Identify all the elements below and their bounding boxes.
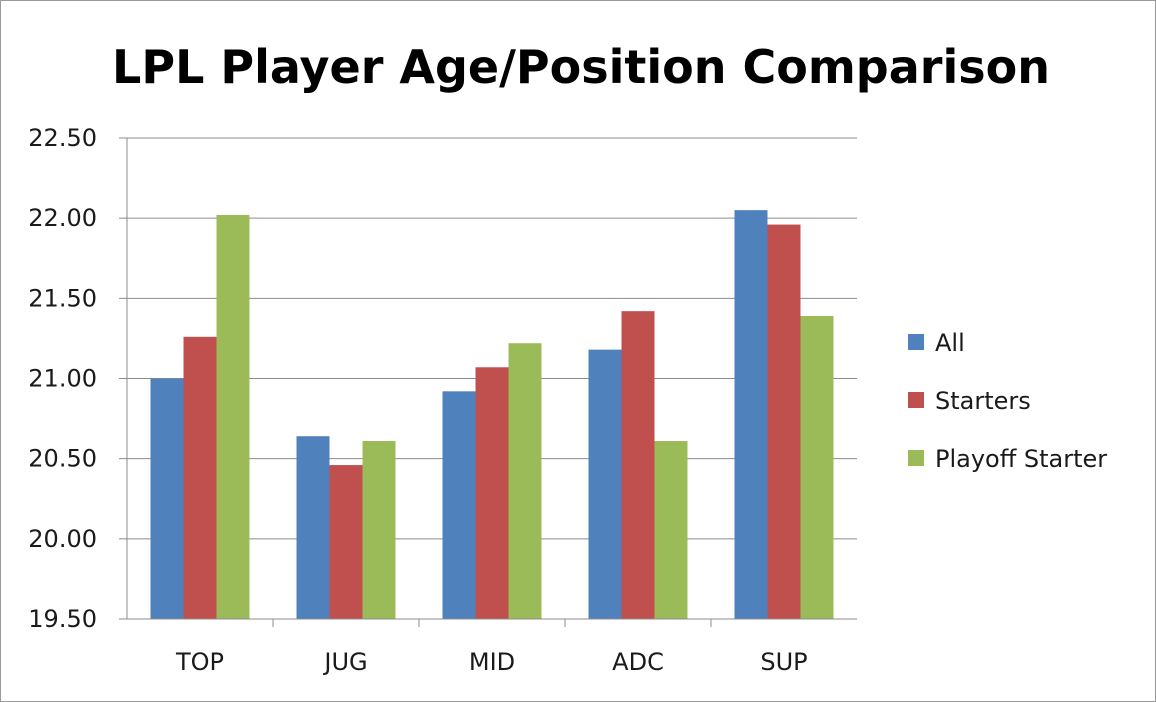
bar <box>767 224 801 619</box>
x-tick-label: ADC <box>612 648 664 676</box>
bar <box>588 349 622 619</box>
legend-label: Playoff Starter <box>935 445 1107 473</box>
y-tick-label: 22.00 <box>28 204 97 232</box>
bar <box>800 315 834 619</box>
bar <box>329 465 363 619</box>
y-tick-label: 21.50 <box>28 284 97 312</box>
bar <box>475 367 509 619</box>
y-tick-label: 20.00 <box>28 525 97 553</box>
x-tick-label: JUG <box>322 648 367 676</box>
bar <box>362 441 396 619</box>
y-tick-label: 20.50 <box>28 445 97 473</box>
bar <box>621 311 655 619</box>
legend-swatch <box>908 450 924 466</box>
x-tick-label: MID <box>469 648 515 676</box>
legend-swatch <box>908 392 924 408</box>
bar <box>654 441 688 619</box>
legend: All Starters Playoff Starter <box>908 329 1107 473</box>
bar <box>150 378 184 619</box>
bar <box>734 210 768 619</box>
y-tick-label: 21.00 <box>28 365 97 393</box>
bars <box>150 210 834 619</box>
bar <box>508 343 542 619</box>
x-tick-label: TOP <box>175 648 224 676</box>
bar <box>296 436 330 619</box>
legend-swatch <box>908 334 924 350</box>
x-tick-label: SUP <box>760 648 807 676</box>
bar <box>183 336 217 619</box>
axes: 19.50 20.00 20.50 21.00 21.50 22.00 22.50 TOP JU… <box>28 124 857 676</box>
y-tick-label: 22.50 <box>28 124 97 152</box>
bar <box>216 214 250 619</box>
legend-label: Starters <box>935 387 1031 415</box>
legend-label: All <box>935 329 965 357</box>
y-tick-label: 19.50 <box>28 605 97 633</box>
chart-title: LPL Player Age/Position Comparison <box>112 40 1050 94</box>
bar <box>442 391 476 619</box>
